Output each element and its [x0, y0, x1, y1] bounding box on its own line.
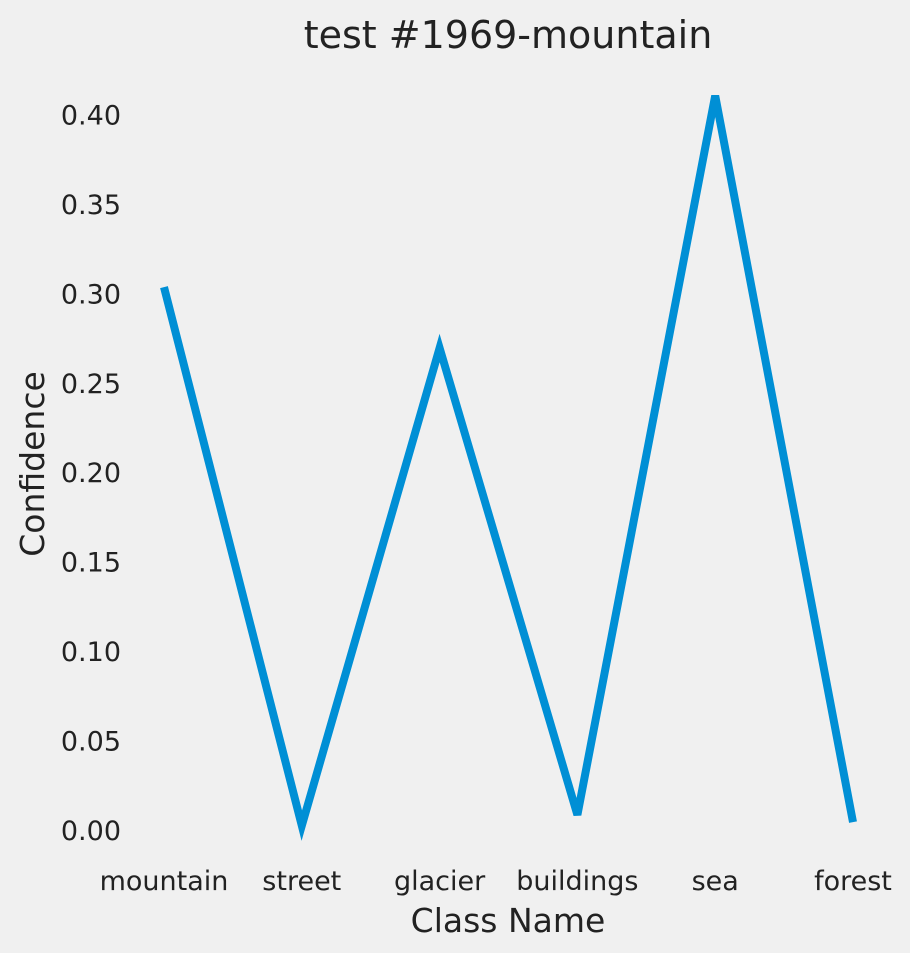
series-layer	[160, 94, 857, 841]
y-tick-label: 0.00	[61, 816, 121, 847]
x-axis-ticks: mountain street glacier buildings sea forest	[100, 866, 892, 897]
x-axis-title: Class Name	[411, 901, 606, 940]
y-tick-label: 0.30	[61, 279, 121, 310]
y-tick-label: 0.05	[61, 727, 121, 758]
y-tick-label: 0.35	[61, 190, 121, 221]
y-axis-ticks: 0.00 0.05 0.10 0.15 0.20 0.25 0.30 0.35 0.40	[61, 100, 121, 847]
x-tick-label: glacier	[394, 866, 486, 897]
x-tick-label: buildings	[516, 866, 638, 897]
y-tick-label: 0.15	[61, 548, 121, 579]
y-tick-label: 0.10	[61, 637, 121, 668]
x-tick-label: street	[262, 866, 341, 897]
y-tick-label: 0.25	[61, 369, 121, 400]
chart-title: test #1969-mountain	[304, 13, 713, 57]
y-tick-label: 0.20	[61, 458, 121, 489]
y-axis-title: Confidence	[13, 371, 52, 557]
x-tick-label: forest	[814, 866, 892, 897]
x-tick-label: sea	[692, 866, 739, 897]
y-tick-label: 0.40	[61, 100, 121, 131]
x-tick-label: mountain	[100, 866, 229, 897]
series-line	[160, 94, 857, 841]
